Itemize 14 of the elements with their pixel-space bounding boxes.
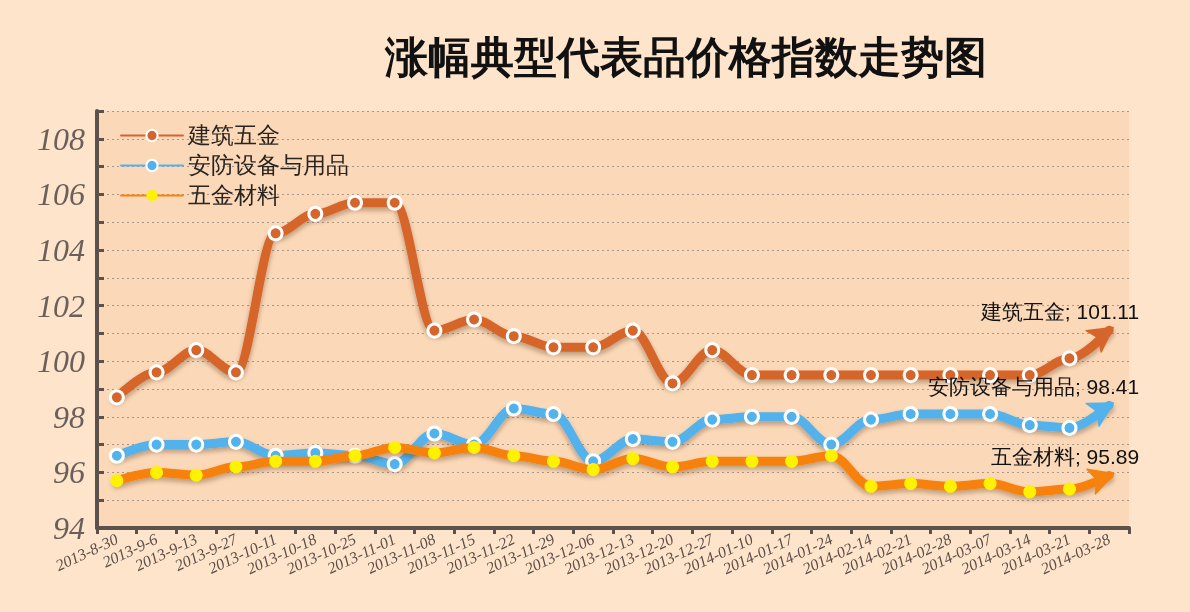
y-tick-label: 96	[53, 454, 85, 491]
y-tick-label: 104	[37, 232, 85, 268]
legend-label: 安防设备与用品	[188, 153, 349, 178]
chart-title: 涨幅典型代表品价格指数走势图	[384, 34, 987, 81]
data-label: 安防设备与用品; 98.41	[927, 375, 1140, 399]
legend-label: 五金材料	[188, 183, 280, 208]
y-tick-label: 106	[37, 176, 85, 213]
y-tick-label: 102	[37, 287, 85, 324]
y-tick-label: 100	[37, 343, 85, 380]
legend-label: 建筑五金	[187, 123, 280, 148]
data-label: 五金材料; 95.89	[990, 445, 1140, 469]
y-tick-label: 98	[53, 398, 85, 435]
y-tick-label: 108	[37, 120, 85, 157]
data-label: 建筑五金; 101.11	[979, 300, 1140, 324]
